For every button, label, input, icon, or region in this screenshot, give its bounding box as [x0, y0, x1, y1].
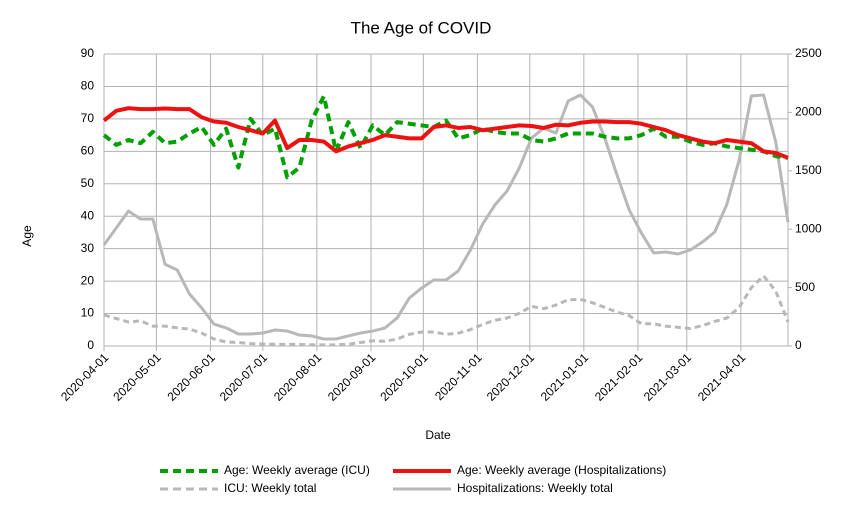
x-tick-label: 2020-07-01: [217, 350, 271, 404]
x-tick-label: 2021-02-01: [592, 350, 646, 404]
y-tick-label: 0: [87, 338, 94, 352]
series-line: [102, 94, 789, 180]
x-tick-label: 2021-03-01: [641, 350, 695, 404]
x-tick-label: 2020-12-01: [484, 350, 538, 404]
x-tick-label: 2020-05-01: [110, 350, 164, 404]
x-tick-label: 2020-11-01: [432, 350, 485, 403]
y2-tick-label: 1500: [795, 163, 822, 177]
chart-title: The Age of COVID: [351, 18, 492, 37]
y-tick-label: 20: [81, 273, 95, 287]
y-tick-label: 60: [81, 144, 95, 158]
y-tick-label: 80: [81, 79, 95, 93]
y-tick-label: 30: [81, 241, 95, 255]
x-tick-label: 2020-09-01: [325, 350, 379, 404]
y2-tick-label: 2500: [795, 46, 822, 60]
x-tick-label: 2021-04-01: [695, 350, 749, 404]
x-axis-label: Date: [425, 428, 451, 442]
y2-tick-label: 0: [795, 338, 802, 352]
legend-label: Hospitalizations: Weekly total: [457, 481, 613, 495]
x-tick-label: 2021-01-01: [538, 350, 592, 404]
series-line: [102, 106, 789, 160]
legend-label: Age: Weekly average (Hospitalizations): [457, 463, 666, 477]
y-axis-label: Age: [20, 225, 34, 247]
y-tick-label: 50: [81, 176, 95, 190]
y2-tick-label: 2000: [795, 105, 822, 119]
y-tick-label: 40: [81, 208, 95, 222]
x-tick-label: 2020-04-01: [58, 350, 112, 404]
x-tick-label: 2020-10-01: [377, 350, 431, 404]
y2-tick-label: 500: [795, 280, 815, 294]
x-tick-label: 2020-06-01: [164, 350, 218, 404]
series-line: [103, 274, 790, 347]
y-tick-label: 90: [81, 46, 95, 60]
series-line: [102, 93, 790, 341]
x-tick-label: 2020-08-01: [271, 350, 325, 404]
y2-tick-label: 1000: [795, 221, 822, 235]
y-tick-label: 10: [81, 306, 95, 320]
legend-label: ICU: Weekly total: [224, 481, 316, 495]
legend-label: Age: Weekly average (ICU): [224, 463, 370, 477]
y-tick-label: 70: [81, 111, 95, 125]
